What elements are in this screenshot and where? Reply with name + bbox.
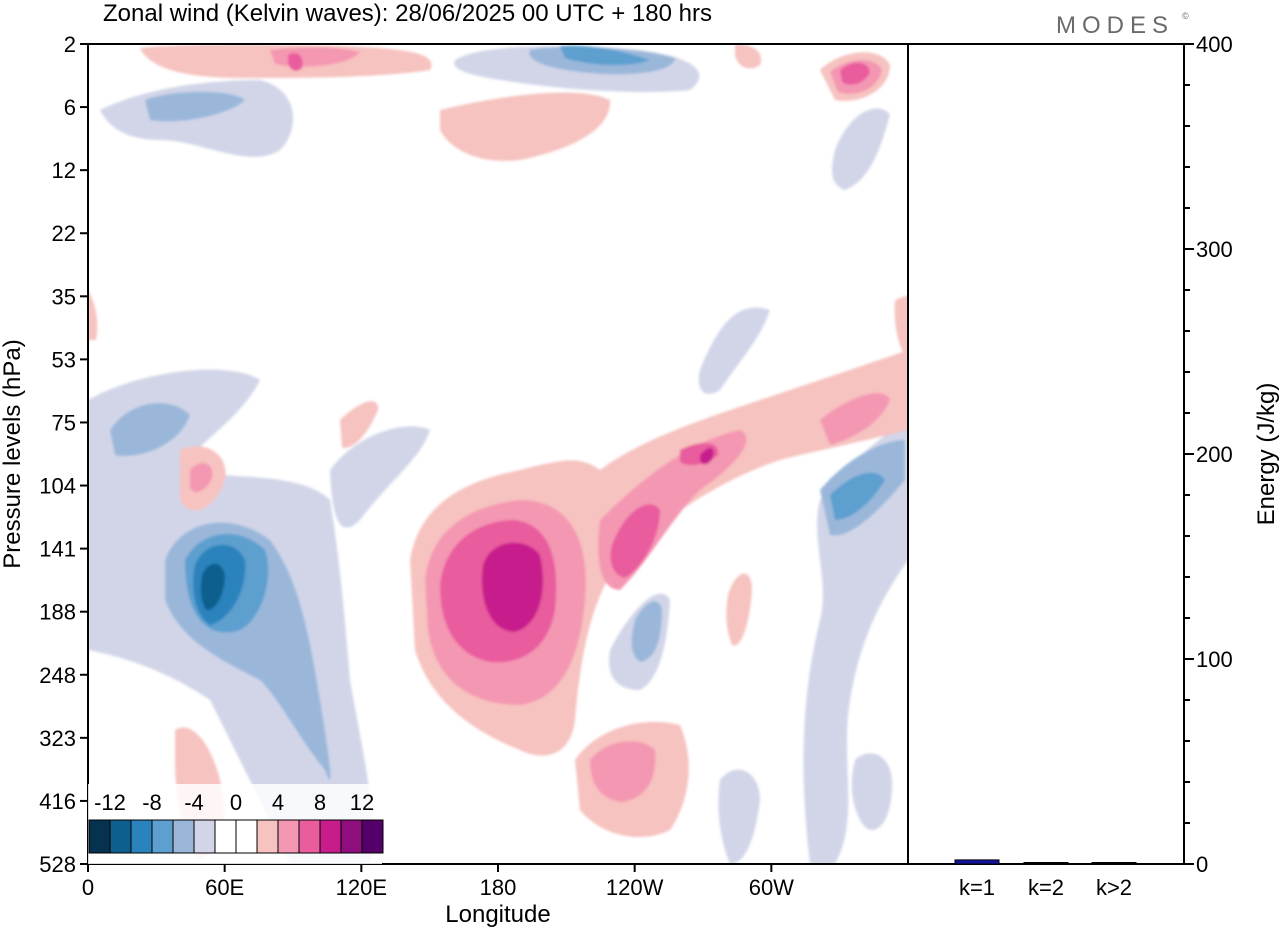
energy-frame xyxy=(907,43,1185,865)
energy-axis-label: Energy (J/kg) xyxy=(1253,383,1280,526)
positive-region xyxy=(88,290,98,340)
colorbar-swatch xyxy=(88,819,111,854)
y-tick-label: 188 xyxy=(39,600,76,625)
colorbar-swatch xyxy=(130,819,153,854)
modes-logo: MODES xyxy=(1056,12,1174,39)
modes-logo-mark: © xyxy=(1182,11,1189,21)
positive-region xyxy=(820,392,890,445)
y-axis-label: Pressure levels (hPa) xyxy=(0,339,26,568)
x-tick-label: 60E xyxy=(205,875,244,900)
positive-region xyxy=(481,542,543,632)
colorbar-swatch xyxy=(109,819,132,854)
chart-title: Zonal wind (Kelvin waves): 28/06/2025 00… xyxy=(103,0,712,27)
y-tick-label: 528 xyxy=(39,852,76,877)
x-tick-label: 180 xyxy=(480,875,517,900)
colorbar-legend: -12 -8 -4 0 4 8 12 xyxy=(88,784,384,864)
negative-region xyxy=(110,403,190,456)
negative-region xyxy=(200,563,225,611)
positive-region xyxy=(700,447,714,465)
positive-region xyxy=(726,573,752,646)
colorbar-swatch xyxy=(235,819,258,854)
negative-region xyxy=(832,108,890,190)
negative-region xyxy=(698,307,770,394)
x-tick-label: 60W xyxy=(749,875,794,900)
colorbar-swatch xyxy=(193,819,216,854)
energy-category-label: k=2 xyxy=(1028,875,1064,900)
negative-region xyxy=(718,769,760,864)
positive-region xyxy=(735,44,761,69)
y-tick-group: 2 6 12 22 35 53 75 104 141 188 248 323 416 528 xyxy=(39,32,88,877)
energy-category-label: k=1 xyxy=(959,875,995,900)
colorbar-swatch xyxy=(298,819,321,854)
colorbar-label: 0 xyxy=(230,790,242,815)
negative-region xyxy=(145,91,245,122)
colorbar-label: 8 xyxy=(314,790,326,815)
colorbar-label: -8 xyxy=(142,790,162,815)
positive-region xyxy=(288,53,303,71)
y-tick-label: 75 xyxy=(52,410,76,435)
y-tick-label: 104 xyxy=(39,474,76,499)
y-tick-label: 141 xyxy=(39,537,76,562)
colorbar-swatch xyxy=(172,819,195,854)
energy-tick-label: 300 xyxy=(1196,237,1233,262)
y-tick-label: 6 xyxy=(64,95,76,120)
energy-bar xyxy=(1023,862,1069,865)
y-tick-label: 12 xyxy=(52,158,76,183)
energy-tick-group: 0 100 200 300 400 xyxy=(1184,32,1233,877)
colorbar-swatch xyxy=(340,819,363,854)
energy-tick-label: 200 xyxy=(1196,442,1233,467)
colorbar-swatch xyxy=(361,819,384,854)
x-tick-group: 0 60E 120E 180 120W 60W xyxy=(82,864,794,900)
positive-region xyxy=(610,504,660,578)
colorbar-swatch xyxy=(214,819,237,854)
colorbar-label: 4 xyxy=(272,790,284,815)
colorbar-boxes xyxy=(88,819,384,854)
energy-bar xyxy=(1091,862,1137,865)
y-tick-label: 53 xyxy=(52,347,76,372)
y-tick-label: 323 xyxy=(39,726,76,751)
energy-tick-label: 0 xyxy=(1196,852,1208,877)
positive-region xyxy=(590,741,656,802)
positive-region xyxy=(440,92,611,161)
x-tick-label: 120E xyxy=(336,875,387,900)
x-tick-label: 120W xyxy=(606,875,664,900)
energy-tick-label: 400 xyxy=(1196,32,1233,57)
colorbar-label: 12 xyxy=(350,790,374,815)
negative-region xyxy=(330,426,430,528)
colorbar-swatch xyxy=(256,819,279,854)
negative-region xyxy=(560,45,650,66)
positive-region xyxy=(190,463,213,493)
y-tick-label: 22 xyxy=(52,221,76,246)
colorbar-labels: -12 -8 -4 0 4 8 12 xyxy=(94,790,374,815)
positive-region xyxy=(340,401,379,449)
energy-panel: Energy (J/kg) 0 100 200 300 400 k=1 k=2 k>2 xyxy=(907,32,1280,900)
energy-tick-label: 100 xyxy=(1196,647,1233,672)
colorbar-swatch xyxy=(319,819,342,854)
y-tick-label: 2 xyxy=(64,32,76,57)
hovmoller-axes: Longitude Pressure levels (hPa) 0 60E 120E… xyxy=(0,32,909,928)
contour-field xyxy=(88,44,908,864)
x-tick-label: 0 xyxy=(82,875,94,900)
colorbar-swatch xyxy=(277,819,300,854)
y-tick-label: 35 xyxy=(52,284,76,309)
negative-region xyxy=(851,753,893,830)
x-axis-label: Longitude xyxy=(445,901,550,928)
negative-region xyxy=(830,472,885,520)
colorbar-swatch xyxy=(151,819,174,854)
y-tick-label: 248 xyxy=(39,663,76,688)
energy-bar xyxy=(954,859,1000,865)
positive-region xyxy=(894,295,908,360)
colorbar-label: -4 xyxy=(184,790,204,815)
positive-region xyxy=(840,62,870,85)
negative-region xyxy=(631,601,662,662)
energy-bar-group: k=1 k=2 k>2 xyxy=(954,859,1137,900)
y-tick-label: 416 xyxy=(39,789,76,814)
energy-category-label: k>2 xyxy=(1096,875,1132,900)
colorbar-label: -12 xyxy=(94,790,126,815)
